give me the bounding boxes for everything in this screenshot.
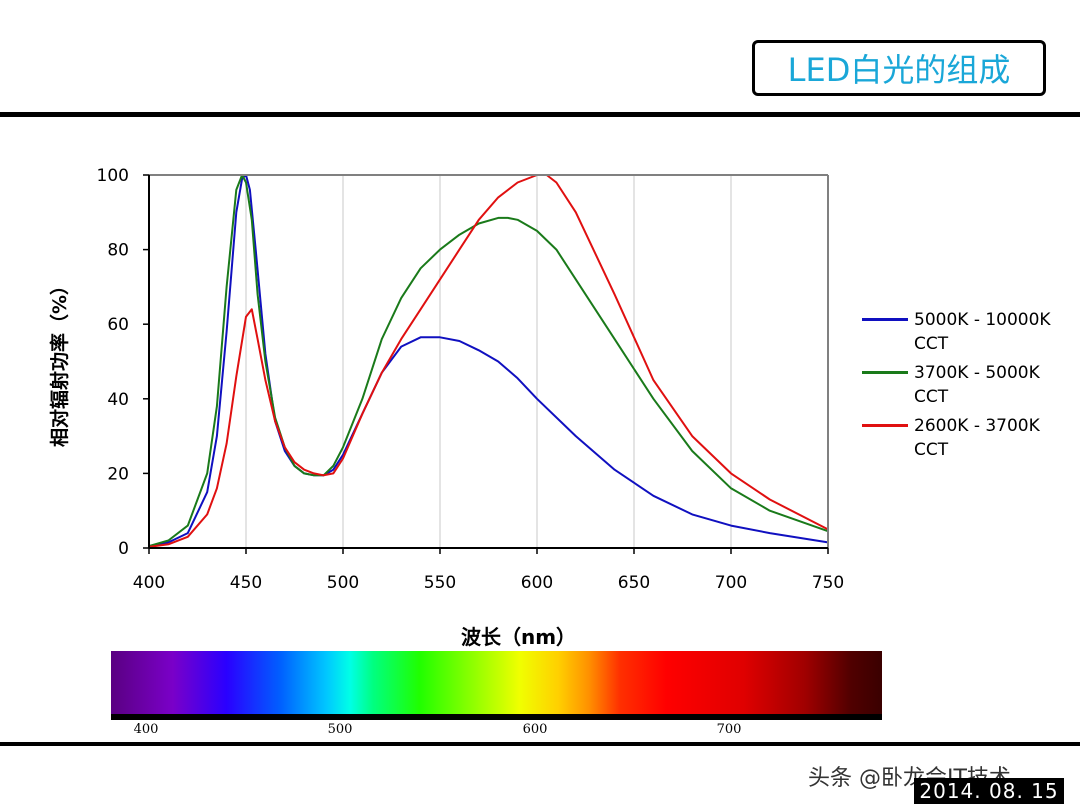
legend-label-5000k: 5000K - 10000K CCT — [914, 310, 1051, 354]
y-tick-label-100: 100 — [97, 166, 129, 186]
spectrum-tick-400: 400 — [133, 722, 159, 737]
legend-item-2600k: 2600K - 3700K CCT — [862, 414, 1074, 462]
plot-area — [149, 175, 828, 548]
axis-layer: 400 450 500 550 600 650 700 750 0 20 40 60 80 100 波长（n… — [48, 166, 844, 649]
series-line-1 — [148, 174, 829, 548]
x-tick-label-750: 750 — [812, 573, 844, 593]
spectrum-tick-700: 700 — [716, 722, 742, 737]
spectral-power-chart: 400 450 500 550 600 650 700 750 0 20 40 60 80 100 波长（n… — [48, 166, 844, 649]
legend-swatch-3700k — [862, 371, 908, 374]
x-tick-label-700: 700 — [715, 573, 747, 593]
legend-label-3700k: 3700K - 5000K CCT — [914, 363, 1040, 407]
y-tick-label-20: 20 — [107, 464, 129, 484]
y-tick-label-80: 80 — [107, 241, 129, 261]
bottom-rule — [0, 742, 1080, 746]
x-tick-label-600: 600 — [521, 573, 553, 593]
spectrum-tick-600: 600 — [522, 722, 548, 737]
grid-layer — [149, 175, 828, 548]
series-line-2 — [148, 174, 829, 548]
legend-swatch-2600k — [862, 424, 908, 427]
top-rule — [0, 112, 1080, 117]
x-tick-label-450: 450 — [230, 573, 262, 593]
x-tick-label-400: 400 — [133, 573, 165, 593]
series-line-0 — [148, 174, 829, 548]
date-stamp: 2014. 08. 15 — [914, 778, 1064, 804]
y-tick-label-40: 40 — [107, 390, 129, 410]
legend-item-5000k: 5000K - 10000K CCT — [862, 308, 1074, 356]
y-tick-label-0: 0 — [118, 539, 129, 559]
visible-spectrum-bar — [111, 651, 882, 714]
spectrum-baseline — [111, 714, 882, 720]
legend-label-2600k: 2600K - 3700K CCT — [914, 416, 1040, 460]
chart-legend: 5000K - 10000K CCT 3700K - 5000K CCT 260… — [862, 308, 1074, 467]
x-tick-label-550: 550 — [424, 573, 456, 593]
legend-swatch-5000k — [862, 318, 908, 321]
x-tick-label-650: 650 — [618, 573, 650, 593]
legend-item-3700k: 3700K - 5000K CCT — [862, 361, 1074, 409]
y-tick-label-60: 60 — [107, 315, 129, 335]
y-axis-title: 相对辐射功率（%） — [48, 276, 71, 447]
spectrum-tick-500: 500 — [327, 722, 353, 737]
x-axis-title: 波长（nm） — [461, 625, 576, 649]
x-tick-label-500: 500 — [327, 573, 359, 593]
slide-title: LED白光的组成 — [752, 40, 1046, 96]
series-layer — [148, 174, 829, 548]
